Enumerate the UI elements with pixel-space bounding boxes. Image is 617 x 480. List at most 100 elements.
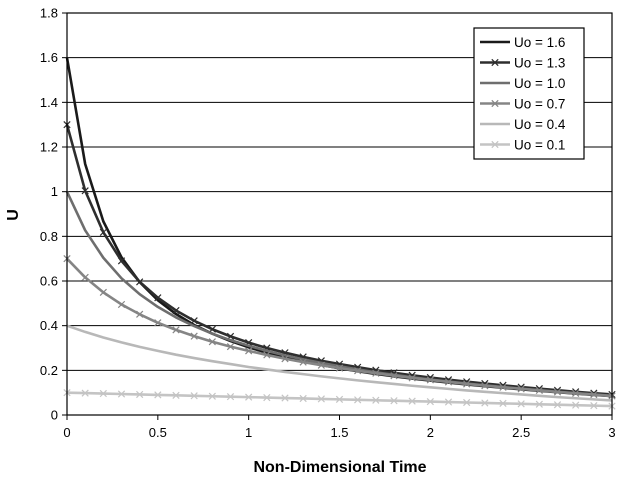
- data-point: [572, 401, 580, 409]
- tick-labels: 0 0.2 0.4 0.6 0.8 1 1.2 1.4 1.6 1.8 0 0.5 1 1.5 2 2.5 3: [40, 6, 616, 441]
- data-point: [99, 228, 107, 236]
- x-tick-label: 2: [427, 425, 434, 440]
- data-point: [226, 343, 235, 351]
- legend-item: Uo = 1.6: [480, 35, 565, 50]
- data-point: [154, 319, 162, 327]
- x-axis-title: Non-Dimensional Time: [253, 459, 426, 476]
- legend-item: Uo = 0.1: [480, 138, 565, 153]
- plot-frame: [66, 12, 613, 416]
- data-point: [99, 288, 107, 297]
- data-point: [208, 325, 216, 333]
- y-tick-label: 0.8: [40, 229, 58, 244]
- data-point: [335, 395, 344, 403]
- x-tick-label: 0: [63, 425, 70, 440]
- data-point: [172, 391, 180, 399]
- data-point: [463, 380, 471, 388]
- data-point: [136, 310, 144, 318]
- data-point: [444, 398, 453, 406]
- data-point: [426, 397, 434, 406]
- data-point: [299, 358, 307, 366]
- legend-item: Uo = 0.4: [480, 117, 566, 132]
- data-point: [390, 372, 398, 380]
- data-point: [354, 367, 362, 375]
- legend-label: Uo = 0.7: [514, 97, 565, 112]
- data-point: [317, 395, 325, 403]
- data-point: [154, 294, 162, 302]
- data-point: [136, 390, 144, 399]
- data-point: [172, 306, 180, 315]
- data-point: [408, 374, 416, 382]
- series-line-5: [66, 324, 613, 402]
- data-point: [208, 392, 216, 400]
- x-tick-label: 3: [608, 425, 615, 440]
- y-tick-label: 1.8: [40, 6, 58, 21]
- data-point: [117, 390, 126, 398]
- y-tick-label: 0: [51, 408, 58, 423]
- data-point: [208, 338, 216, 346]
- data-point: [354, 396, 362, 404]
- axes: [62, 12, 613, 420]
- data-point: [499, 383, 507, 391]
- data-point: [81, 187, 89, 195]
- data-point: [553, 388, 562, 396]
- y-tick-label: 0.6: [40, 274, 58, 289]
- legend-marker: [491, 140, 499, 149]
- data-point: [281, 355, 289, 363]
- data-point: [372, 369, 380, 377]
- data-point: [117, 300, 126, 309]
- data-point: [499, 399, 507, 408]
- data-point: [226, 393, 235, 401]
- data-point: [335, 364, 344, 372]
- data-point: [463, 398, 471, 407]
- legend-item: Uo = 1.3: [480, 56, 565, 71]
- data-point: [245, 393, 253, 401]
- x-tick-label: 2.5: [512, 425, 530, 440]
- legend-marker: [491, 99, 499, 108]
- data-point: [572, 389, 580, 397]
- y-tick-label: 1.2: [40, 140, 58, 155]
- legend-label: Uo = 0.4: [514, 117, 566, 132]
- legend-label: Uo = 1.6: [514, 35, 565, 50]
- data-point: [590, 401, 598, 410]
- legend: Uo = 1.6 Uo = 1.3 Uo = 1.0 Uo = 0.7 Uo = 0.4…: [473, 27, 585, 160]
- legend-label: Uo = 1.3: [514, 56, 565, 71]
- data-point: [136, 278, 144, 286]
- series-layer: [63, 57, 616, 410]
- data-point: [408, 397, 416, 405]
- y-tick-label: 1.6: [40, 50, 58, 65]
- data-point: [535, 386, 543, 395]
- data-point: [317, 361, 325, 369]
- data-point: [172, 326, 180, 334]
- data-point: [444, 378, 453, 386]
- data-point: [590, 391, 598, 399]
- data-point: [117, 257, 126, 265]
- data-point: [281, 394, 289, 402]
- data-point: [553, 401, 562, 409]
- data-point: [517, 385, 525, 393]
- data-point: [81, 273, 89, 282]
- x-tick-label: 0.5: [149, 425, 167, 440]
- x-tick-label: 1.5: [330, 425, 348, 440]
- legend-item: Uo = 1.0: [480, 76, 565, 91]
- y-tick-label: 0.4: [40, 318, 58, 333]
- legend-box: [473, 27, 585, 160]
- data-point: [481, 399, 489, 407]
- legend-label: Uo = 1.0: [514, 76, 565, 91]
- y-tick-label: 0.2: [40, 363, 58, 378]
- data-point: [154, 391, 162, 399]
- data-point: [263, 393, 271, 402]
- data-point: [426, 376, 434, 384]
- legend-marker: [491, 58, 499, 67]
- data-point: [299, 394, 307, 403]
- x-tick-label: 1: [245, 425, 252, 440]
- data-point: [263, 351, 271, 359]
- data-point: [372, 396, 380, 404]
- data-point: [81, 389, 89, 397]
- data-point: [481, 382, 489, 390]
- data-point: [190, 332, 198, 340]
- data-point: [190, 317, 198, 325]
- legend-label: Uo = 0.1: [514, 138, 565, 153]
- data-point: [245, 347, 253, 355]
- data-point: [517, 400, 525, 408]
